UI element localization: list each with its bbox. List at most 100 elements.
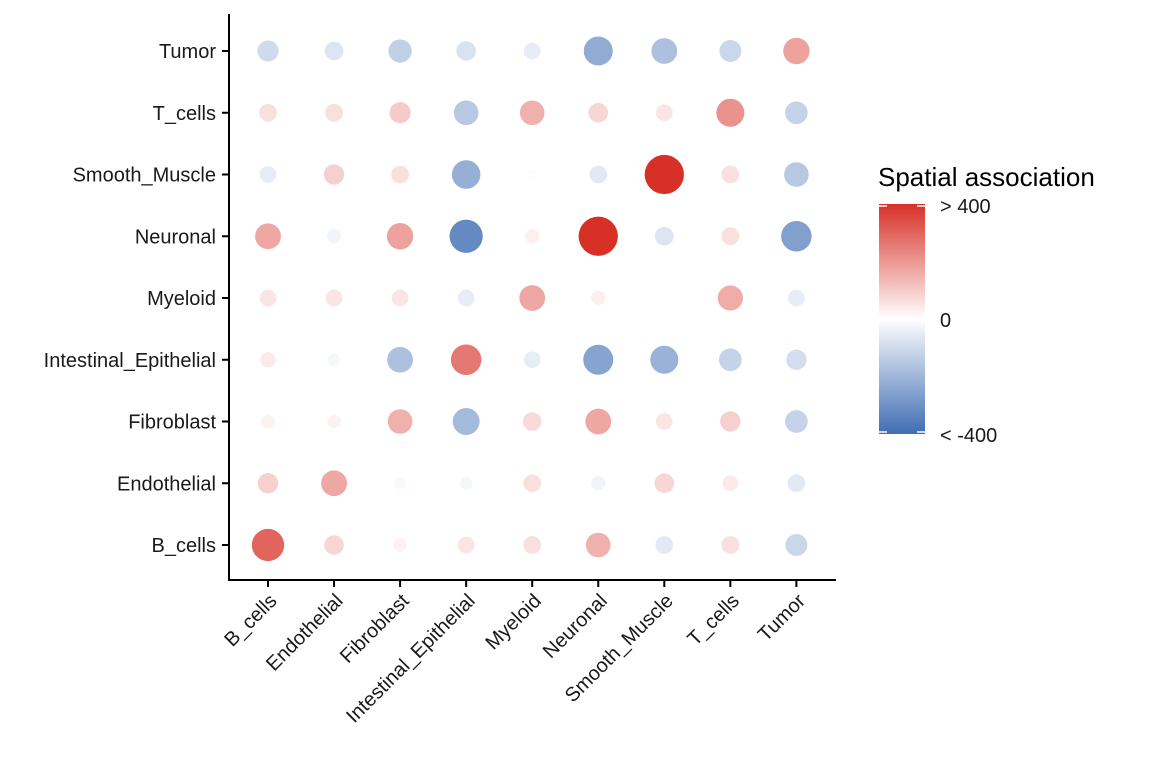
y-tick-label: Endothelial bbox=[117, 473, 216, 495]
bubble-Tumor-Myeloid bbox=[523, 42, 541, 60]
x-tick-label: T_cells bbox=[684, 590, 744, 650]
bubble-Endothelial-Fibroblast bbox=[394, 477, 407, 490]
bubble-Smooth_Muscle-Intestinal_Epithelial bbox=[451, 160, 481, 189]
bubble-Neuronal-T_cells bbox=[721, 227, 740, 246]
bubble-Smooth_Muscle-Myeloid bbox=[527, 169, 537, 180]
bubble-T_cells-Endothelial bbox=[325, 103, 343, 122]
bubble-Fibroblast-Fibroblast bbox=[387, 409, 413, 434]
bubble-T_cells-Neuronal bbox=[588, 102, 609, 123]
bubble-Fibroblast-Smooth_Muscle bbox=[655, 413, 673, 430]
y-axis-ticks: B_cells Endothelial Fibroblast Intestinal_E… bbox=[44, 41, 229, 557]
bubble-Intestinal_Epithelial-Myeloid bbox=[523, 351, 541, 369]
bubble-Intestinal_Epithelial-Smooth_Muscle bbox=[650, 345, 679, 374]
bubble-Fibroblast-Intestinal_Epithelial bbox=[452, 408, 480, 435]
y-tick-label: T_cells bbox=[153, 103, 216, 125]
x-axis-ticks: B_cellsEndothelialFibroblastIntestinal_E… bbox=[220, 580, 810, 727]
bubble-Endothelial-Intestinal_Epithelial bbox=[459, 476, 473, 490]
legend-label-mid: 0 bbox=[940, 310, 951, 332]
bubble-Smooth_Muscle-B_cells bbox=[259, 166, 277, 183]
bubble-Tumor-Fibroblast bbox=[388, 39, 412, 63]
bubble-Neuronal-Myeloid bbox=[525, 229, 540, 244]
bubble-Endothelial-Myeloid bbox=[523, 474, 542, 493]
bubble-Tumor-B_cells bbox=[257, 40, 279, 62]
bubble-Myeloid-Intestinal_Epithelial bbox=[457, 289, 475, 307]
bubble-Fibroblast-Tumor bbox=[785, 410, 808, 433]
bubble-Fibroblast-T_cells bbox=[720, 411, 741, 432]
bubble-Intestinal_Epithelial-Fibroblast bbox=[387, 346, 414, 373]
bubble-T_cells-Smooth_Muscle bbox=[655, 104, 673, 122]
bubble-Smooth_Muscle-Tumor bbox=[784, 162, 809, 187]
bubble-Neuronal-Fibroblast bbox=[386, 223, 414, 250]
y-tick-label: Neuronal bbox=[135, 226, 216, 248]
bubble-Smooth_Muscle-T_cells bbox=[721, 165, 740, 184]
legend-title: Spatial association bbox=[878, 162, 1095, 192]
bubble-Endothelial-Endothelial bbox=[321, 470, 347, 497]
bubble-layer bbox=[251, 36, 812, 562]
y-tick-label: Smooth_Muscle bbox=[73, 165, 216, 187]
bubble-T_cells-Tumor bbox=[785, 101, 808, 125]
legend-label-low: < -400 bbox=[940, 425, 997, 447]
bubble-Endothelial-Tumor bbox=[787, 474, 806, 493]
y-tick-label: Myeloid bbox=[147, 288, 216, 310]
bubble-Smooth_Muscle-Endothelial bbox=[323, 164, 345, 185]
bubble-Endothelial-Neuronal bbox=[591, 476, 606, 491]
bubble-B_cells-Smooth_Muscle bbox=[655, 536, 674, 554]
bubble-Tumor-Neuronal bbox=[583, 36, 613, 66]
bubble-Tumor-Endothelial bbox=[324, 41, 344, 61]
bubble-Neuronal-Smooth_Muscle bbox=[654, 226, 674, 246]
bubble-Neuronal-Intestinal_Epithelial bbox=[449, 219, 483, 253]
legend-label-high: > 400 bbox=[940, 196, 991, 218]
bubble-Neuronal-Tumor bbox=[781, 220, 812, 252]
bubble-Endothelial-Smooth_Muscle bbox=[654, 473, 675, 494]
bubble-Endothelial-B_cells bbox=[257, 473, 279, 494]
color-legend: Spatial association > 400 0 < -400 bbox=[878, 162, 1095, 447]
x-tick-label: Myeloid bbox=[481, 590, 545, 654]
bubble-Tumor-Tumor bbox=[783, 37, 810, 65]
bubble-Smooth_Muscle-Neuronal bbox=[589, 165, 608, 184]
bubble-B_cells-Neuronal bbox=[585, 532, 611, 558]
bubble-Myeloid-Myeloid bbox=[519, 285, 546, 311]
legend-gradient-bar bbox=[879, 204, 925, 434]
bubble-Myeloid-Tumor bbox=[788, 289, 805, 307]
bubble-Neuronal-Neuronal bbox=[578, 216, 618, 256]
bubble-T_cells-T_cells bbox=[716, 98, 745, 127]
x-tick-label: Tumor bbox=[754, 590, 810, 646]
bubble-T_cells-Myeloid bbox=[519, 100, 545, 126]
bubble-Intestinal_Epithelial-Endothelial bbox=[327, 353, 341, 367]
bubble-Endothelial-T_cells bbox=[722, 475, 739, 492]
bubble-Intestinal_Epithelial-T_cells bbox=[719, 348, 742, 372]
bubble-Myeloid-B_cells bbox=[259, 289, 277, 307]
bubble-T_cells-Fibroblast bbox=[389, 102, 411, 124]
y-tick-label: Fibroblast bbox=[128, 412, 216, 434]
bubble-B_cells-B_cells bbox=[251, 528, 285, 562]
bubble-Smooth_Muscle-Smooth_Muscle bbox=[644, 154, 684, 195]
bubble-Tumor-T_cells bbox=[719, 40, 742, 62]
bubble-T_cells-Intestinal_Epithelial bbox=[453, 100, 479, 126]
bubble-Fibroblast-B_cells bbox=[261, 414, 275, 429]
bubble-B_cells-Tumor bbox=[785, 534, 808, 556]
bubble-Neuronal-Endothelial bbox=[326, 229, 342, 244]
bubble-Intestinal_Epithelial-Neuronal bbox=[583, 344, 614, 375]
bubble-Intestinal_Epithelial-B_cells bbox=[260, 351, 276, 368]
bubble-Myeloid-Endothelial bbox=[325, 289, 343, 307]
x-tick-label: B_cells bbox=[220, 590, 281, 651]
bubble-Tumor-Intestinal_Epithelial bbox=[456, 41, 476, 61]
bubble-Tumor-Smooth_Muscle bbox=[651, 38, 678, 64]
bubble-B_cells-T_cells bbox=[721, 536, 740, 554]
bubble-Fibroblast-Myeloid bbox=[522, 412, 542, 431]
bubble-Myeloid-Fibroblast bbox=[391, 289, 409, 307]
bubble-Neuronal-B_cells bbox=[255, 223, 281, 250]
bubble-Myeloid-Neuronal bbox=[591, 290, 606, 306]
bubble-B_cells-Myeloid bbox=[523, 536, 542, 554]
bubble-Fibroblast-Endothelial bbox=[327, 414, 341, 429]
y-tick-label: Tumor bbox=[159, 41, 216, 63]
bubble-B_cells-Endothelial bbox=[324, 535, 344, 555]
bubble-Myeloid-T_cells bbox=[717, 285, 743, 311]
bubble-Intestinal_Epithelial-Intestinal_Epithelial bbox=[450, 344, 482, 376]
y-tick-label: Intestinal_Epithelial bbox=[44, 350, 216, 372]
bubble-Fibroblast-Neuronal bbox=[585, 408, 612, 435]
bubble-B_cells-Fibroblast bbox=[393, 538, 407, 552]
y-tick-label: B_cells bbox=[152, 535, 216, 557]
bubble-Intestinal_Epithelial-Tumor bbox=[786, 349, 807, 370]
